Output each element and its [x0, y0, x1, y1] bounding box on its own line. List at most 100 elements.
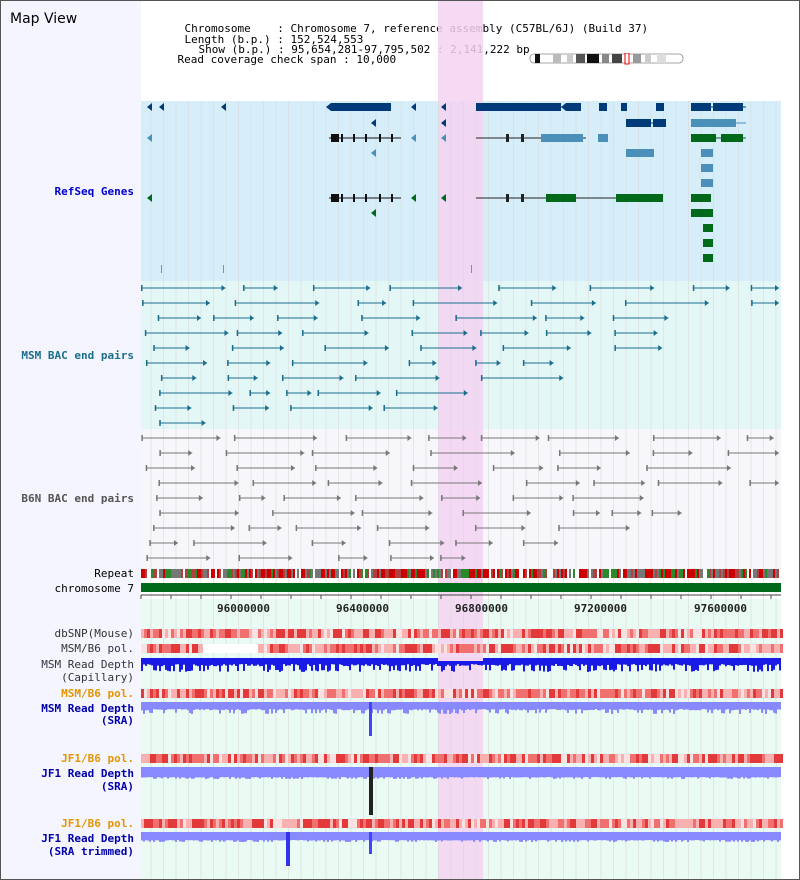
- heat-cell: [330, 644, 333, 653]
- track-label-b6n-bac[interactable]: B6N BAC end pairs: [21, 492, 134, 505]
- bac-end: [407, 435, 412, 441]
- gene-tick: [223, 265, 224, 273]
- heat-cell: [651, 754, 654, 763]
- heat-cell: [318, 629, 321, 638]
- heat-cell: [192, 754, 195, 763]
- bac-end: [295, 525, 298, 531]
- chromosome-ideogram[interactable]: [529, 53, 685, 65]
- heat-cell: [240, 689, 243, 698]
- depth-bar: [561, 658, 563, 667]
- depth-bar: [751, 702, 753, 710]
- bac-end: [441, 495, 443, 501]
- depth-bar: [595, 767, 597, 778]
- heat-cell: [612, 754, 615, 763]
- heat-cell: [201, 689, 204, 698]
- heat-cell: [459, 819, 462, 828]
- depth-bar: [737, 702, 739, 710]
- heat-cell: [567, 689, 570, 698]
- bac-end: [453, 465, 458, 471]
- depth-bar: [525, 767, 527, 778]
- depth-bar: [553, 658, 555, 666]
- depth-bar: [185, 702, 187, 710]
- bac-end: [775, 480, 779, 486]
- depth-bar: [685, 702, 687, 710]
- heat-cell: [768, 689, 771, 698]
- depth-bar: [543, 658, 545, 672]
- depth-bar: [231, 832, 233, 841]
- repeat-mark: [735, 569, 737, 578]
- track-label-msm-bac[interactable]: MSM BAC end pairs: [21, 349, 134, 362]
- heat-cell: [609, 819, 612, 828]
- depth-bar: [527, 702, 529, 713]
- depth-bar: [425, 702, 427, 710]
- repeat-mark: [373, 569, 375, 578]
- repeat-mark: [499, 569, 501, 578]
- repeat-mark: [443, 569, 445, 578]
- heat-cell: [147, 819, 150, 828]
- heat-cell: [150, 644, 153, 653]
- bac-end: [646, 465, 648, 471]
- repeat-mark: [557, 569, 559, 578]
- heat-cell: [357, 629, 360, 638]
- depth-bar: [585, 832, 587, 841]
- depth-bar: [337, 767, 339, 778]
- repeat-mark: [739, 569, 741, 578]
- heat-cell: [309, 754, 312, 763]
- heat-cell: [498, 644, 501, 653]
- repeat-mark: [501, 569, 503, 578]
- repeat-mark: [649, 569, 651, 578]
- depth-bar: [761, 702, 763, 713]
- heat-cell: [366, 644, 369, 653]
- depth-bar: [769, 702, 771, 711]
- heat-cell: [471, 689, 474, 698]
- repeat-mark: [629, 569, 631, 578]
- depth-bar: [271, 832, 273, 842]
- heat-cell: [366, 819, 369, 828]
- heat-cell: [381, 644, 384, 653]
- bac-end: [547, 435, 550, 441]
- depth-bar: [683, 658, 685, 665]
- heat-cell: [441, 754, 444, 763]
- track-label-jf1-depth-trim: JF1 Read Depth: [41, 832, 134, 845]
- heat-cell: [423, 754, 426, 763]
- depth-bar: [191, 832, 193, 841]
- depth-bar: [255, 832, 257, 842]
- repeat-mark: [319, 569, 321, 578]
- repeat-mark: [525, 569, 527, 578]
- heat-cell: [777, 819, 780, 828]
- depth-bar: [435, 702, 437, 711]
- heat-cell: [486, 644, 489, 653]
- depth-bar: [585, 658, 587, 665]
- heat-cell: [246, 754, 249, 763]
- heat-cell: [693, 644, 696, 653]
- depth-bar: [639, 658, 641, 665]
- depth-bar: [341, 832, 343, 841]
- heat-cell: [549, 644, 552, 653]
- bac-end: [593, 480, 595, 486]
- depth-bar: [637, 658, 639, 672]
- heat-cell: [738, 644, 741, 653]
- heat-cell: [324, 629, 327, 638]
- depth-bar: [697, 832, 699, 841]
- depth-bar: [225, 658, 227, 666]
- heat-cell: [258, 644, 261, 653]
- heat-cell: [531, 819, 534, 828]
- bac-end: [373, 465, 378, 471]
- track-label-refseq[interactable]: RefSeq Genes: [54, 185, 134, 198]
- depth-bar: [489, 832, 491, 841]
- repeat-mark: [413, 569, 415, 578]
- heat-cell: [582, 629, 585, 638]
- heat-cell: [747, 689, 750, 698]
- depth-bar: [247, 832, 249, 841]
- heat-cell: [546, 754, 549, 763]
- heat-cell: [627, 754, 630, 763]
- heat-cell: [555, 644, 558, 653]
- heat-cell: [594, 629, 597, 638]
- track-label-chromosome: chromosome 7: [54, 582, 134, 595]
- heat-cell: [348, 754, 351, 763]
- heat-cell: [480, 819, 483, 828]
- repeat-mark: [639, 569, 641, 578]
- heat-cell: [390, 819, 393, 828]
- heat-cell: [624, 629, 627, 638]
